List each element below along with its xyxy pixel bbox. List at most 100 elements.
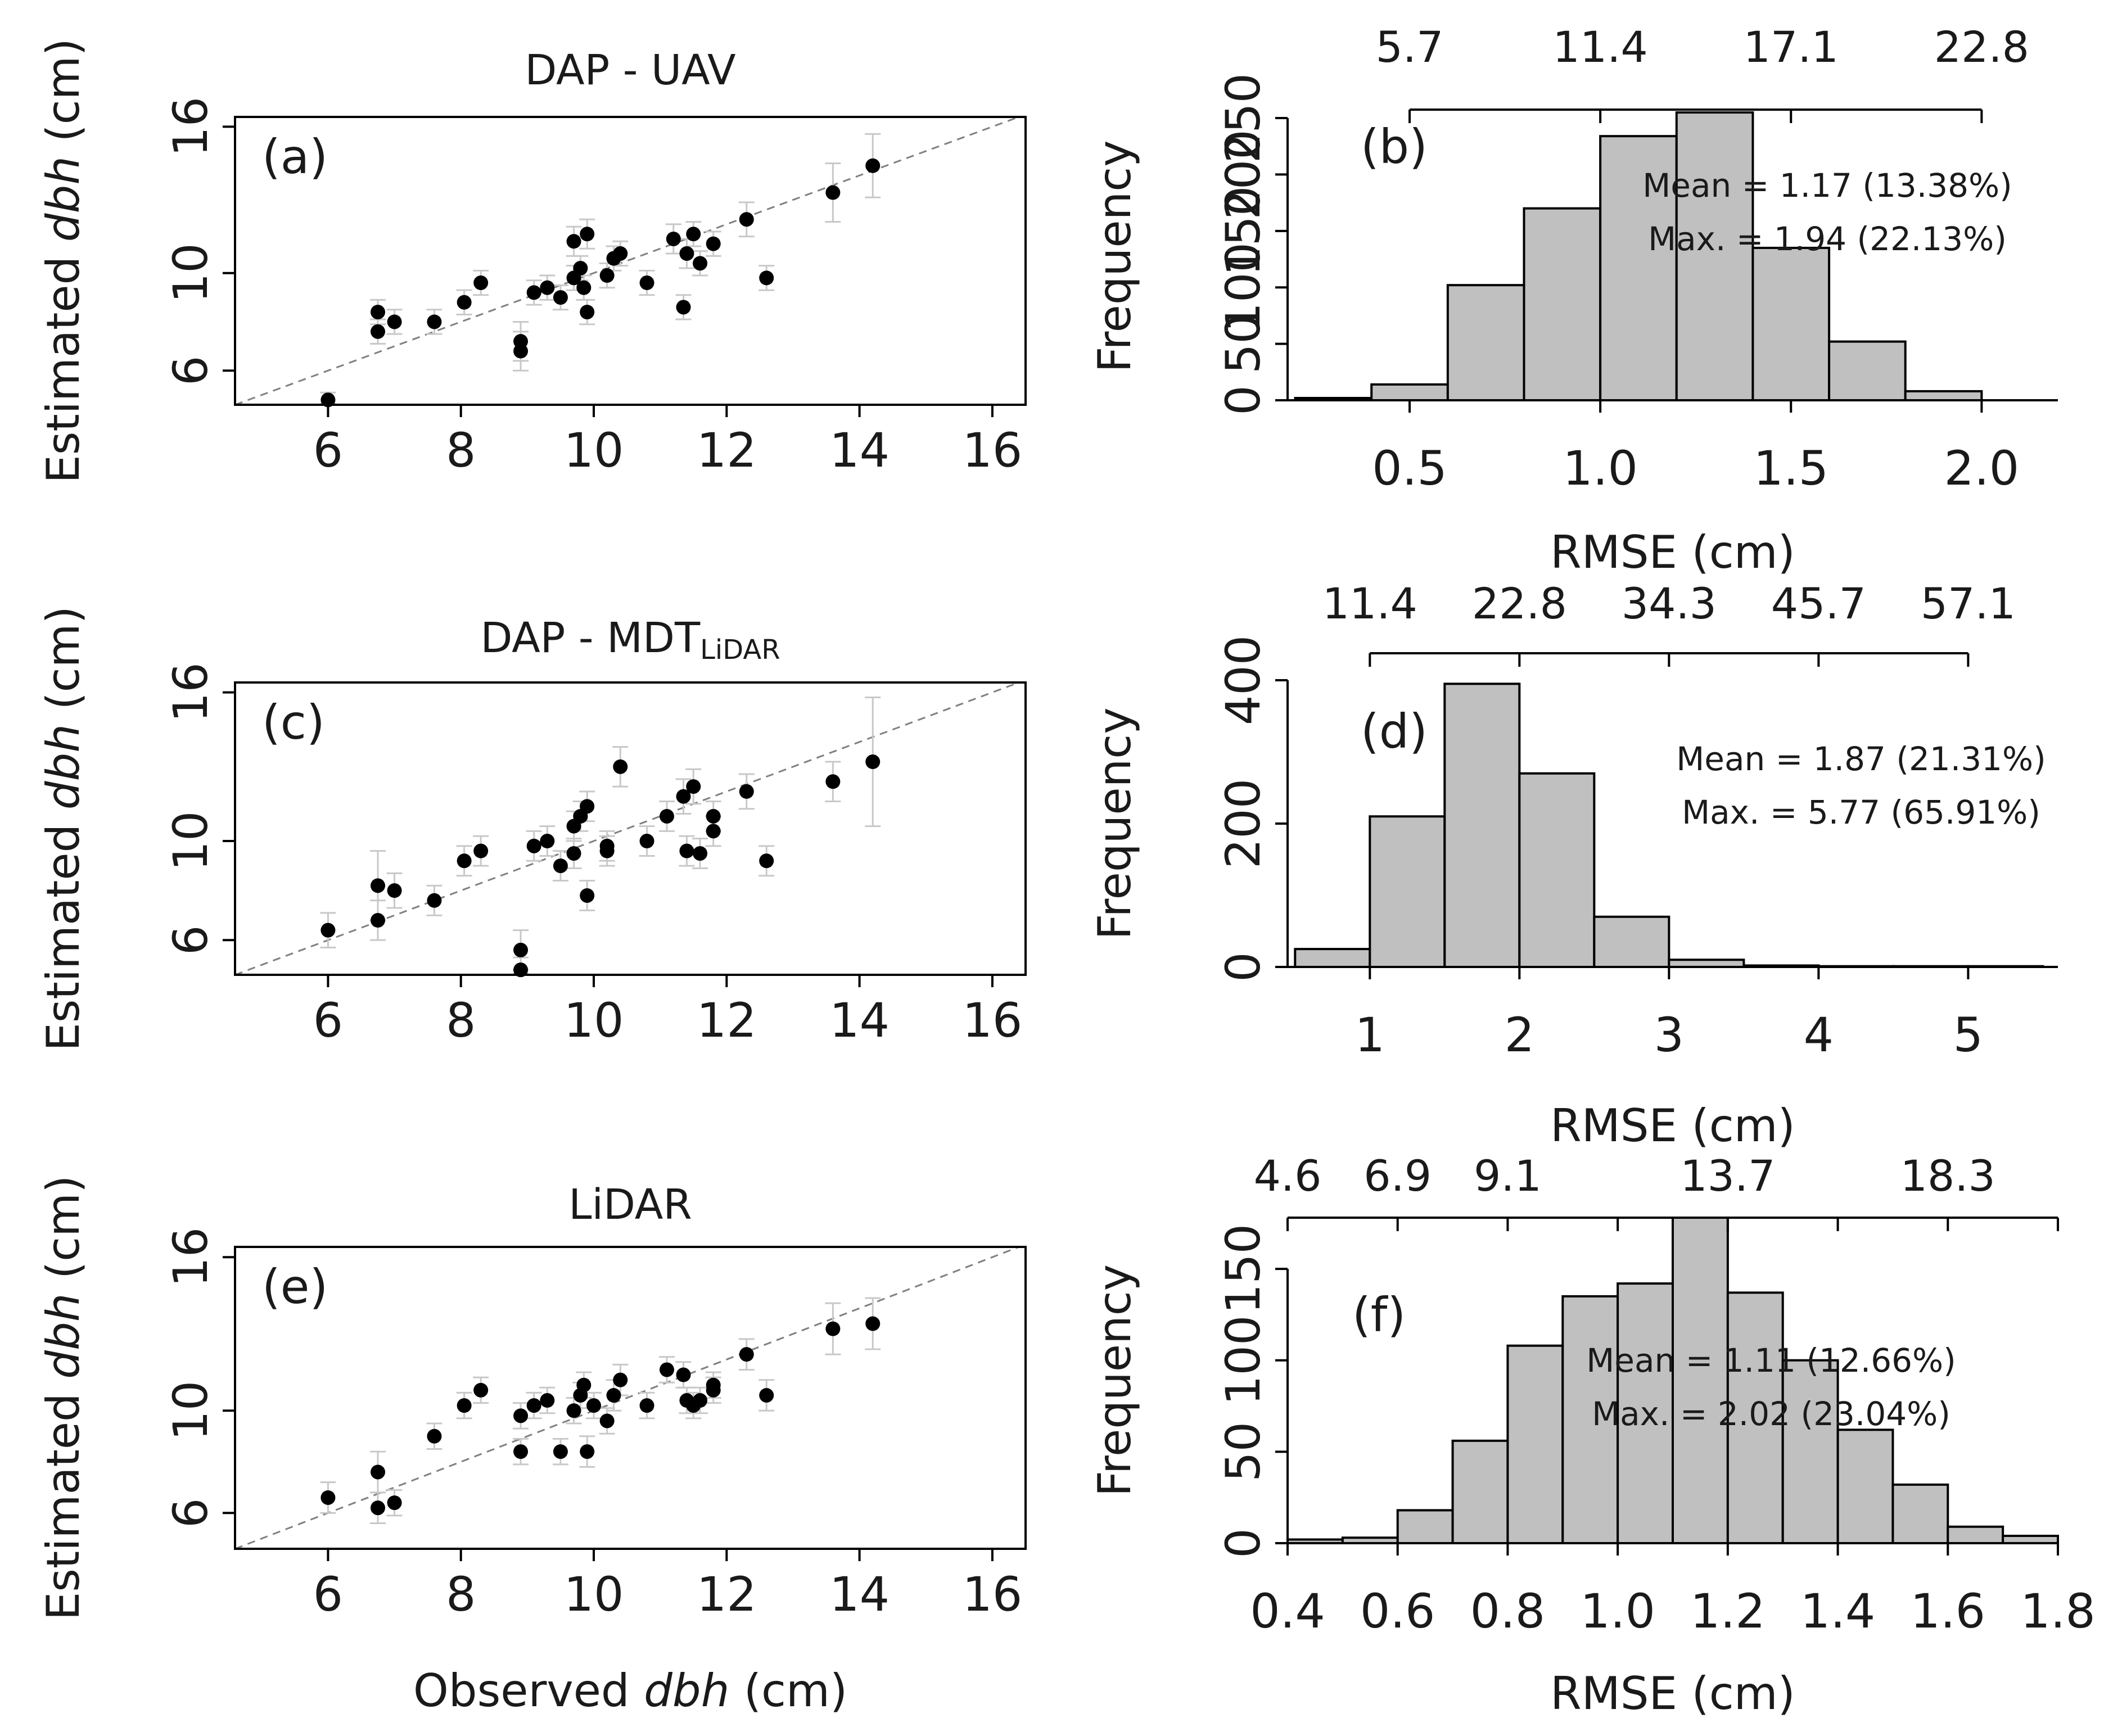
data-point [371,305,386,320]
y-axis-label-part: dbh [37,724,89,810]
x-tick-label: 16 [962,1567,1022,1622]
data-point [759,853,774,869]
top-axis-tick-label: 4.6 [1254,1151,1322,1201]
data-point [706,808,721,824]
histogram-bar [1396,1509,1454,1545]
y-axis-label: Estimated dbh (cm) [37,38,89,483]
data-point [599,268,615,283]
histogram-panel-d: 1 2 3 4 5 0 200 400 11.4 22.8 34.3 45.7 57.1 (d) Mean … [1089,578,2058,1152]
panel-title: DAP - UAV [525,46,736,94]
panel-tag: (b) [1361,119,1428,174]
scatter-panel-e: 6 8 10 12 14 16 6 10 16 LiDAR (e) Estimated dbh (cm… [37,1176,1027,1622]
top-axis-tick-label: 17.1 [1744,22,1839,72]
data-point [576,280,592,295]
data-point [639,275,654,291]
x-tick-label: 6 [313,1567,343,1622]
data-point [693,846,708,861]
y-axis-label: Estimated dbh (cm) [37,606,89,1051]
data-point [457,853,472,869]
data-point [387,1495,402,1511]
y-tick-label: 400 [1216,635,1271,725]
y-tick-label: 10 [163,243,218,303]
y-axis-label-part: Estimated [37,810,89,1051]
data-point [613,759,628,774]
histogram-bar [1446,284,1525,402]
data-point [387,883,402,898]
mean-label: Mean = 1.17 (13.38%) [1642,166,2012,205]
reference-line [234,681,1019,976]
y-tick-label: 16 [163,1227,218,1287]
data-point [553,1444,568,1459]
data-point [371,1500,386,1516]
rmse-label: RMSE (cm) [1550,1100,1795,1152]
data-point [613,1372,628,1387]
histogram-bar [1617,1282,1674,1544]
data-point [686,779,701,794]
data-point [825,774,841,789]
data-point [659,1362,674,1377]
x-tick-label: 4 [1804,1007,1834,1063]
y-tick-label: 200 [1216,129,1271,219]
x-tick-label: 2.0 [1944,441,2020,496]
data-point [513,1408,529,1423]
data-point [679,843,694,858]
data-point [540,280,555,295]
data-point [706,824,721,839]
data-point [457,1398,472,1413]
frequency-label: Frequency [1089,140,1141,372]
top-axis-tick-label: 11.4 [1322,578,1417,629]
y-axis-label-part: dbh [37,1293,89,1378]
histogram-bar [1672,1217,1729,1544]
data-point [613,246,628,261]
histogram-bar [1506,1344,1564,1544]
data-point [580,888,595,903]
data-point [576,1377,592,1393]
data-point [739,1347,754,1362]
data-point [513,942,529,957]
data-point [371,913,386,928]
data-point [759,270,774,286]
top-axis-tick-label: 6.9 [1363,1151,1432,1201]
data-point [566,1403,581,1418]
x-tick-label: 1.0 [1563,441,1638,496]
panel-tag: (c) [262,695,325,750]
data-point [865,1316,881,1331]
data-point [639,834,654,849]
data-point [865,158,881,173]
y-tick-label: 6 [163,356,218,386]
data-point [553,290,568,305]
x-tick-label: 1.5 [1753,441,1828,496]
y-axis-label-part: (cm) [37,38,89,156]
x-tick-label: 14 [829,423,890,478]
y-axis-label: Estimated dbh (cm) [37,1176,89,1621]
top-axis-tick-label: 34.3 [1622,578,1717,629]
y-axis-label-part: (cm) [37,1176,89,1294]
y-tick-label: 6 [163,925,218,955]
y-tick-label: 150 [1216,1224,1271,1314]
data-point [825,185,841,200]
data-point [676,1367,691,1382]
data-point [526,838,541,853]
data-point [865,754,881,770]
histogram-bar [1904,390,1983,401]
x-tick-label: 1.0 [1580,1584,1655,1639]
y-tick-label: 6 [163,1498,218,1528]
top-axis-tick-label: 22.8 [1934,22,2029,72]
data-point [580,799,595,814]
histogram-bar [1675,111,1754,401]
x-tick-label: 10 [564,1567,624,1622]
x-tick-label: 0.5 [1372,441,1447,496]
x-axis-label: Observed dbh (cm) [413,1665,847,1717]
y-tick-label: 0 [1216,385,1271,415]
x-tick-label: 8 [446,1567,476,1622]
data-point [473,843,489,858]
y-axis-label-part: dbh [37,156,89,242]
top-axis-tick-label: 13.7 [1680,1151,1775,1201]
y-tick-label: 16 [163,662,218,722]
histogram-bar [1891,1483,1949,1545]
data-point [693,1393,708,1408]
scatter-panel-c: 6 8 10 12 14 16 6 10 16 DAP - MDTLiDAR (c) Estimate… [37,606,1027,1051]
top-axis-tick-label: 18.3 [1900,1151,1995,1201]
